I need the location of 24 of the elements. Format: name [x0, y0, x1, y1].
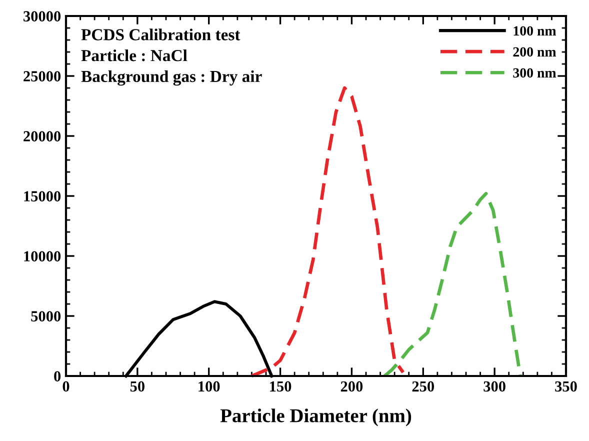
x-tick-label: 300 — [484, 381, 506, 392]
x-tick-label: 50 — [130, 381, 144, 392]
y-tick-label: 30000 — [24, 11, 61, 22]
x-tick-label: 350 — [555, 381, 577, 392]
legend-label: 200 nm — [513, 47, 556, 57]
annotation: Background gas : Dry air — [81, 70, 262, 86]
x-tick-label: 100 — [198, 381, 220, 392]
x-tick-label: 150 — [270, 381, 292, 392]
x-tick-label: 0 — [62, 381, 70, 392]
x-tick-label: 250 — [412, 381, 434, 392]
annotation: Particle : NaCl — [81, 49, 188, 62]
y-tick-label: 20000 — [24, 131, 61, 142]
line-series — [250, 86, 405, 378]
legend-label: 300 nm — [513, 68, 556, 78]
y-tick-label: 15000 — [24, 191, 61, 202]
x-axis-title: Particle Diameter (nm) — [220, 408, 412, 426]
y-tick-label: 0 — [54, 371, 61, 382]
annotation: PCDS Calibration test — [81, 28, 240, 40]
x-tick-label: 200 — [340, 381, 363, 392]
y-tick-label: 5000 — [31, 311, 61, 322]
legend-label: 100 nm — [514, 26, 556, 36]
y-tick-label: 25000 — [24, 71, 61, 82]
line-series — [382, 192, 522, 378]
y-tick-label: 10000 — [24, 251, 61, 262]
